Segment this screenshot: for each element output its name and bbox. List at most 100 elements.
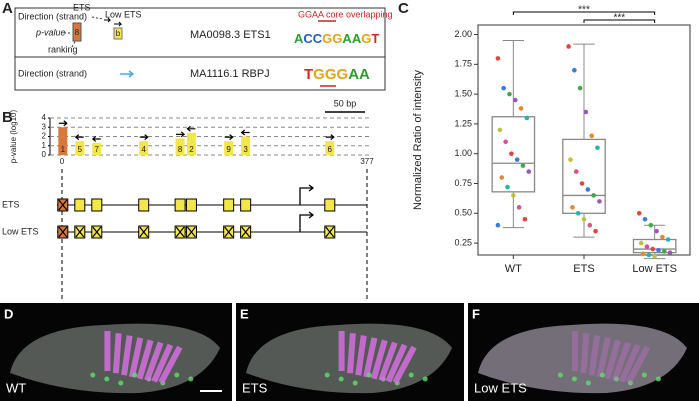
image-label: WT (6, 380, 26, 395)
ranking-label: ranking (48, 44, 78, 54)
point (636, 210, 642, 216)
y-tick-label: 0.75 (454, 178, 472, 188)
point (509, 151, 514, 157)
point (505, 184, 510, 190)
strand-arrow (58, 120, 68, 127)
site-cross (325, 226, 335, 238)
track-label: ETS (2, 199, 20, 209)
point (667, 250, 673, 255)
point (566, 44, 571, 49)
bar-label: 9 (226, 145, 231, 154)
site-box (324, 198, 336, 212)
panel-letter: E (240, 306, 249, 321)
nucleus (599, 372, 605, 378)
direction-label: Direction (strand) (18, 68, 87, 78)
y-tick-label: 4 (42, 113, 47, 122)
example-bar (72, 22, 82, 42)
bar-label: 2 (189, 145, 194, 154)
image-label: Low ETS (474, 380, 527, 395)
panel-letter: C (398, 0, 409, 17)
bar-label: 7 (95, 145, 100, 154)
point (650, 246, 656, 252)
panel-letter: D (4, 306, 13, 321)
point (662, 249, 667, 254)
somite (580, 333, 590, 374)
strand-arrow (224, 134, 234, 141)
motif-logo: TGGGAA (304, 66, 370, 83)
point (499, 175, 505, 180)
panel-letter: A (2, 0, 13, 17)
site-box (174, 198, 186, 212)
point (495, 222, 501, 228)
point (573, 169, 579, 174)
somite (121, 335, 133, 376)
point (656, 247, 661, 253)
bar (241, 136, 251, 155)
y-tick-label: 1.00 (454, 148, 472, 158)
example-low: b (116, 29, 121, 38)
point (648, 222, 654, 228)
somite (611, 341, 632, 382)
site-cross (75, 226, 85, 238)
significance-label: *** (578, 5, 590, 16)
point (644, 244, 650, 249)
site-cross (175, 226, 185, 238)
somite (363, 337, 378, 378)
strand-arrow (240, 129, 250, 136)
y-tick-label: 0.25 (454, 237, 472, 247)
tss-arrow (299, 211, 315, 232)
somite (128, 337, 144, 378)
somite (158, 345, 183, 384)
point (593, 228, 598, 234)
point (514, 157, 520, 162)
bar-label: 4 (141, 145, 146, 154)
x-tick-label: Low ETS (632, 263, 677, 275)
point (575, 210, 581, 216)
point (579, 181, 585, 186)
site-cross (241, 226, 251, 238)
point (591, 193, 596, 198)
point (665, 237, 671, 242)
bar-label: 3 (243, 145, 248, 154)
somite (378, 341, 398, 382)
x-tick-label: 0 (60, 157, 65, 166)
nucleus (366, 372, 372, 378)
point (501, 85, 506, 91)
bar-label: 5 (78, 145, 83, 154)
ets-label: ETS (73, 2, 91, 12)
site-cross (92, 226, 102, 238)
motif-logo: ACCGGAAGT (294, 31, 379, 46)
nucleus (132, 372, 138, 378)
panel-letter: F (472, 306, 480, 321)
y-tick-label: 1.75 (454, 59, 472, 69)
somite (347, 333, 356, 374)
strand-arrow (74, 134, 84, 141)
image-panels: D WT E ETS F Low ETS (0, 303, 699, 401)
point (640, 251, 646, 257)
strand-arrow (325, 134, 335, 141)
nucleus (90, 372, 96, 378)
y-tick-label: 1.50 (454, 88, 472, 98)
panel-letter: B (2, 109, 13, 126)
image-label: ETS (242, 380, 268, 395)
somite (618, 343, 641, 383)
y-tick-label: 2 (42, 132, 47, 141)
point (589, 133, 595, 139)
site-cross (139, 226, 149, 238)
site-box (74, 198, 86, 212)
box-chart: Normalized Ratio of intensity 0.25 0.50 0.7… (412, 5, 691, 275)
point (507, 91, 512, 97)
significance-label: *** (613, 13, 625, 24)
somite (571, 331, 578, 371)
nucleus (324, 372, 330, 378)
nucleus (118, 380, 124, 386)
motif-note: GGAA core overlapping (298, 9, 393, 19)
nucleus (352, 380, 358, 386)
pointer (71, 39, 77, 48)
y-tick-label: 2.00 (454, 29, 472, 39)
strand-arrow (91, 136, 101, 142)
point (642, 216, 648, 222)
example-bar (113, 27, 123, 40)
pointer (91, 16, 104, 20)
